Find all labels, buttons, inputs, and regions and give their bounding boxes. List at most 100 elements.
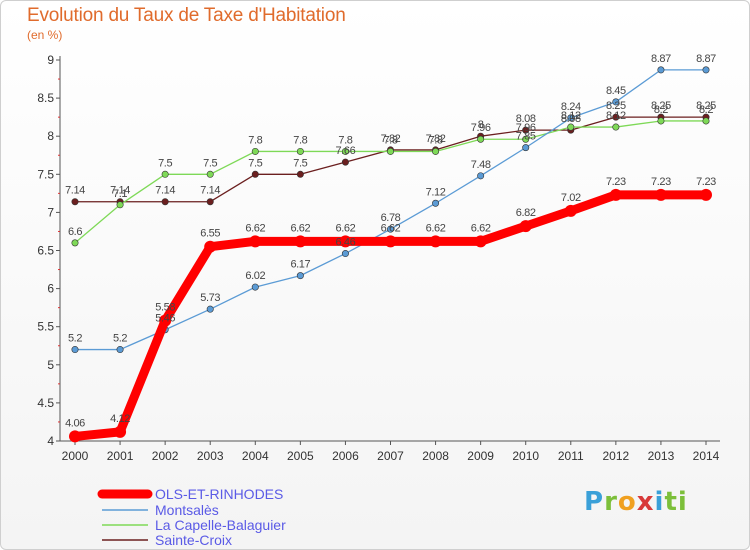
data-label: 8.2 [654, 104, 668, 116]
data-label: 4.12 [110, 413, 130, 425]
series-point-2 [161, 170, 169, 178]
series-point-2 [522, 135, 530, 143]
data-label: 5.46 [155, 313, 175, 325]
data-label: 7.66 [336, 145, 356, 157]
series-point-2 [702, 117, 710, 125]
data-label: 6.6 [68, 226, 82, 238]
data-label: 6.17 [290, 259, 310, 271]
data-label: 8.25 [606, 100, 626, 112]
series-point-1 [612, 98, 620, 106]
series-point-3 [71, 198, 79, 206]
chart-title: Evolution du Taux de Taxe d'Habitation [27, 5, 346, 26]
y-tick-label: 8.5 [37, 91, 54, 105]
series-layer [69, 66, 712, 443]
series-point-2 [657, 117, 665, 125]
data-label: 8.12 [606, 110, 626, 122]
data-label: 6.82 [516, 207, 536, 219]
chart-unit-label: (en %) [27, 28, 63, 42]
x-tick-label: 2006 [332, 449, 359, 463]
series-point-2 [206, 170, 214, 178]
data-label: 7.8 [248, 134, 262, 146]
series-point-0 [294, 235, 307, 248]
series-point-1 [522, 144, 530, 152]
series-point-2 [386, 147, 394, 155]
data-label: 7.23 [696, 176, 716, 188]
data-label: 7.85 [516, 131, 536, 143]
chart-axes: 4 4.5 5 5.5 6 6.5 7 7.5 8 8.5 9 2000 2001 2002 2003 200… [37, 53, 720, 463]
series-point-1 [477, 172, 485, 180]
series-point-2 [71, 239, 79, 247]
series-point-3 [296, 170, 304, 178]
series-point-0 [69, 430, 81, 443]
data-label: 6.62 [381, 222, 401, 234]
y-tick-label: 4 [47, 434, 54, 448]
x-tick-label: 2008 [422, 449, 449, 463]
data-label: 7.8 [383, 134, 397, 146]
data-label: 7.96 [516, 122, 536, 134]
x-tick-label: 2007 [377, 449, 404, 463]
data-label: 8.08 [561, 113, 581, 125]
series-point-2 [296, 147, 304, 155]
series-point-3 [206, 198, 214, 206]
series-point-0 [114, 425, 127, 438]
data-label: 6.46 [336, 237, 356, 249]
data-label: 7.23 [606, 176, 626, 188]
x-tick-label: 2000 [62, 449, 89, 463]
data-label: 6.62 [245, 222, 265, 234]
series-point-0 [429, 235, 442, 248]
y-tick-label: 5.5 [37, 320, 54, 334]
series-point-0 [654, 188, 667, 201]
data-label: 8.25 [651, 100, 671, 112]
x-tick-label: 2012 [603, 449, 630, 463]
data-label: 8.2 [699, 104, 713, 116]
data-label: 7.14 [110, 185, 130, 197]
x-tick-label: 2005 [287, 449, 314, 463]
data-label: 6.62 [290, 222, 310, 234]
data-label: 6.78 [381, 212, 401, 224]
data-label: 8.24 [561, 101, 581, 113]
series-point-1 [432, 199, 440, 207]
data-label: 5.58 [155, 302, 175, 314]
y-tick-label: 7 [47, 205, 54, 219]
data-label: 7.5 [248, 157, 262, 169]
y-tick-label: 6.5 [37, 244, 54, 258]
legend-label-0: OLS-ET-RINHODES [155, 486, 284, 502]
series-point-0 [700, 188, 712, 201]
data-label: 8.08 [516, 113, 536, 125]
series-point-0 [249, 235, 262, 248]
data-label: 5.2 [113, 333, 127, 345]
series-point-0 [564, 204, 577, 217]
series-point-0 [609, 188, 622, 201]
x-tick-label: 2003 [197, 449, 224, 463]
data-label: 7.8 [429, 134, 443, 146]
data-label: 7.96 [471, 122, 491, 134]
data-label: 6.62 [471, 222, 491, 234]
data-label: 7.82 [426, 133, 446, 145]
x-tick-label: 2001 [107, 449, 134, 463]
series-point-0 [519, 220, 532, 233]
data-label: 4.06 [65, 417, 85, 429]
y-tick-label: 9 [47, 53, 54, 67]
series-point-0 [339, 235, 352, 248]
x-tick-label: 2011 [558, 449, 584, 463]
data-label: 7.14 [155, 185, 175, 197]
data-label: 5.73 [200, 292, 220, 304]
series-point-2 [477, 135, 485, 143]
proxiti-logo: Proxiti [584, 487, 688, 517]
series-point-1 [116, 346, 124, 354]
data-label: 6.62 [426, 222, 446, 234]
y-tick-label: 6 [47, 282, 54, 296]
data-label: 7.14 [65, 185, 85, 197]
data-label: 8 [478, 119, 484, 131]
data-label: 7.14 [200, 185, 220, 197]
x-tick-label: 2002 [152, 449, 179, 463]
data-label: 7.48 [471, 159, 491, 171]
legend-label-1: Montsalès [155, 502, 219, 518]
legend-label-2: La Capelle-Balaguier [155, 517, 286, 533]
data-label: 6.62 [336, 222, 356, 234]
series-point-3 [161, 198, 169, 206]
series-point-2 [432, 147, 440, 155]
y-tick-label: 4.5 [37, 396, 54, 410]
data-label: 7.8 [293, 134, 307, 146]
